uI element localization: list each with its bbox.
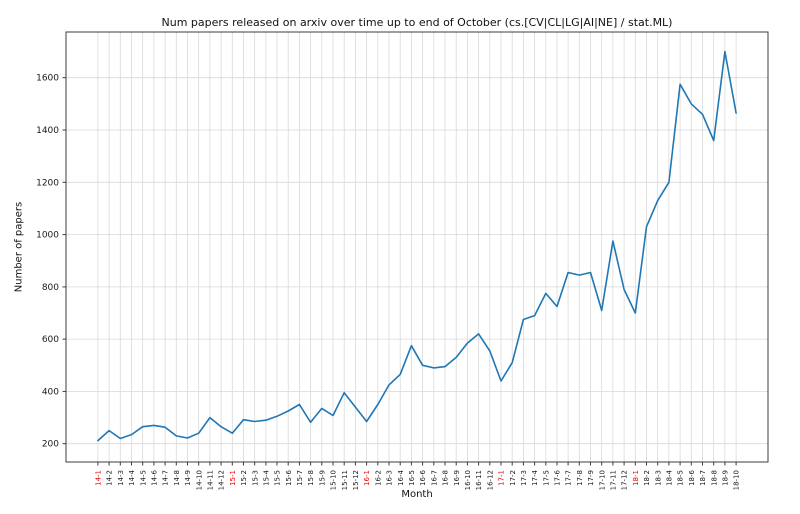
- x-tick-labels: 14-1 14-2 14-3 14-4 14-5 14-6 14-7 14-8 14-9 14-1…: [95, 462, 741, 490]
- svg-text:14-5: 14-5: [139, 470, 147, 486]
- svg-text:16-1: 16-1: [363, 470, 371, 486]
- svg-text:17-8: 17-8: [576, 470, 584, 486]
- svg-text:14-7: 14-7: [162, 470, 170, 486]
- svg-text:14-1: 14-1: [95, 470, 103, 486]
- data-series-line: [97, 50, 737, 442]
- svg-text:18-6: 18-6: [688, 469, 696, 485]
- svg-text:400: 400: [42, 387, 59, 397]
- svg-text:17-5: 17-5: [542, 470, 550, 486]
- svg-text:18-2: 18-2: [643, 470, 651, 486]
- svg-text:15-9: 15-9: [318, 470, 326, 486]
- svg-text:15-6: 15-6: [285, 469, 293, 485]
- svg-text:14-3: 14-3: [117, 470, 125, 486]
- y-tick-labels: 200 400 600 800 1000 1200 1400 1600: [36, 74, 66, 450]
- svg-text:18-4: 18-4: [666, 469, 674, 485]
- svg-text:15-12: 15-12: [352, 470, 360, 490]
- svg-text:16-4: 16-4: [397, 469, 405, 485]
- svg-text:800: 800: [42, 283, 59, 293]
- svg-text:17-11: 17-11: [610, 470, 618, 490]
- svg-text:15-10: 15-10: [330, 470, 338, 490]
- svg-text:16-7: 16-7: [430, 470, 438, 486]
- svg-text:18-9: 18-9: [722, 470, 730, 486]
- svg-text:14-8: 14-8: [173, 470, 181, 486]
- svg-text:15-2: 15-2: [240, 470, 248, 486]
- svg-text:16-9: 16-9: [453, 470, 461, 486]
- svg-text:14-9: 14-9: [184, 470, 192, 486]
- svg-text:16-5: 16-5: [408, 470, 416, 486]
- svg-text:1600: 1600: [36, 74, 59, 84]
- svg-text:16-2: 16-2: [374, 470, 382, 486]
- svg-text:17-7: 17-7: [565, 470, 573, 486]
- svg-text:17-3: 17-3: [520, 470, 528, 486]
- x-gridlines: [97, 32, 737, 462]
- svg-text:17-10: 17-10: [598, 470, 606, 490]
- svg-text:14-11: 14-11: [207, 470, 215, 490]
- svg-text:16-8: 16-8: [442, 470, 450, 486]
- svg-text:18-8: 18-8: [710, 470, 718, 486]
- svg-text:1400: 1400: [36, 126, 59, 136]
- svg-text:1000: 1000: [36, 231, 59, 241]
- svg-text:15-4: 15-4: [263, 469, 271, 485]
- svg-text:14-4: 14-4: [128, 469, 136, 485]
- svg-text:15-11: 15-11: [341, 470, 349, 490]
- svg-text:18-7: 18-7: [699, 470, 707, 486]
- svg-text:1200: 1200: [36, 178, 59, 188]
- svg-text:15-3: 15-3: [251, 470, 259, 486]
- svg-text:600: 600: [42, 335, 59, 345]
- svg-text:18-3: 18-3: [654, 470, 662, 486]
- svg-text:14-2: 14-2: [106, 470, 114, 486]
- svg-text:16-12: 16-12: [486, 470, 494, 490]
- y-gridlines: [66, 77, 768, 445]
- svg-text:15-5: 15-5: [274, 470, 282, 486]
- svg-text:17-4: 17-4: [531, 469, 539, 485]
- svg-text:15-1: 15-1: [229, 470, 237, 486]
- svg-text:16-11: 16-11: [475, 470, 483, 490]
- svg-text:15-7: 15-7: [296, 470, 304, 486]
- svg-text:17-12: 17-12: [621, 470, 629, 490]
- plot-spines: [65, 31, 769, 463]
- svg-text:14-10: 14-10: [195, 470, 203, 490]
- svg-text:14-6: 14-6: [151, 469, 159, 485]
- svg-text:18-1: 18-1: [632, 470, 640, 486]
- svg-text:14-12: 14-12: [218, 470, 226, 490]
- svg-text:17-6: 17-6: [554, 469, 562, 485]
- svg-text:17-9: 17-9: [587, 470, 595, 486]
- svg-text:200: 200: [42, 440, 59, 450]
- svg-text:18-10: 18-10: [733, 470, 741, 490]
- svg-text:18-5: 18-5: [677, 470, 685, 486]
- svg-text:15-8: 15-8: [307, 470, 315, 486]
- svg-text:16-6: 16-6: [419, 469, 427, 485]
- svg-text:16-3: 16-3: [386, 470, 394, 486]
- svg-text:16-10: 16-10: [464, 470, 472, 490]
- x-axis-label: Month: [401, 489, 433, 500]
- chart-title: Num papers released on arxiv over time u…: [161, 16, 673, 29]
- svg-text:17-2: 17-2: [509, 470, 517, 486]
- svg-text:17-1: 17-1: [498, 470, 506, 486]
